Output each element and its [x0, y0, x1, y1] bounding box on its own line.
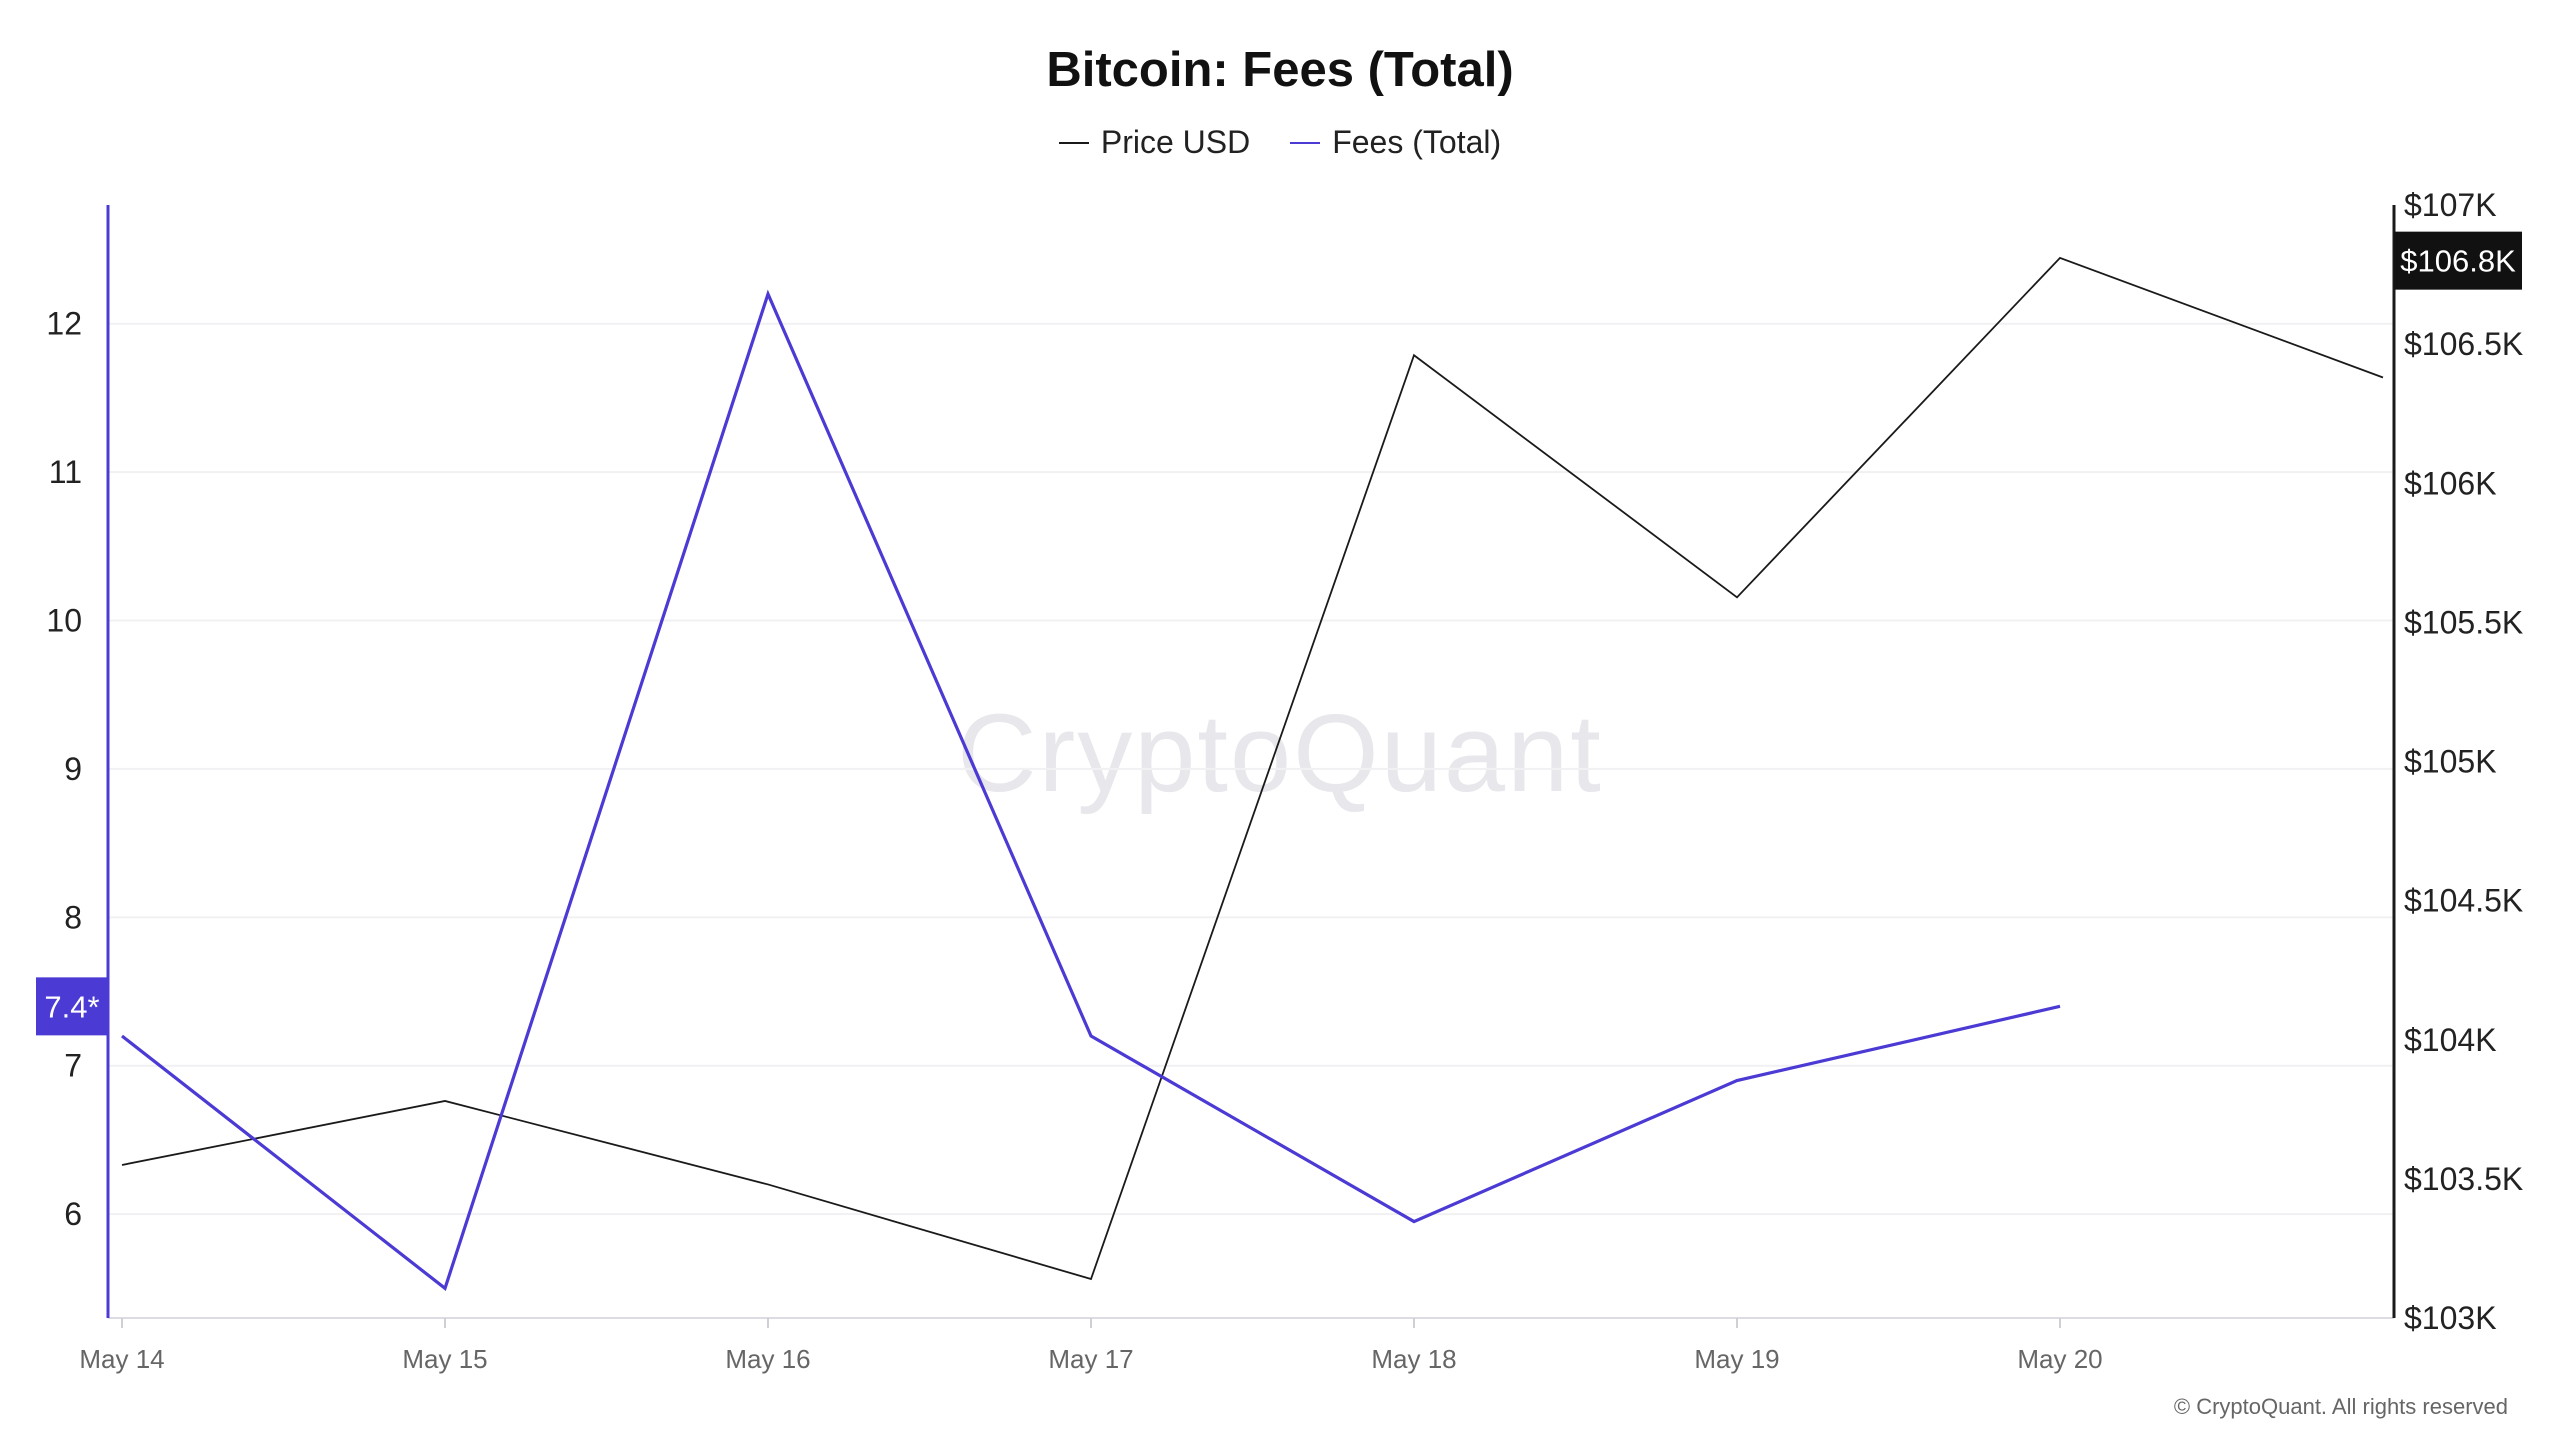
left-tick-label: 10 — [46, 603, 82, 639]
x-tick-label: May 18 — [1371, 1344, 1456, 1374]
chart-title: Bitcoin: Fees (Total) — [1046, 43, 1514, 97]
legend-label-price: Price USD — [1100, 124, 1251, 160]
x-tick-label: May 14 — [79, 1344, 164, 1374]
x-tick-label: May 16 — [725, 1344, 810, 1374]
right-tick-label: $107K — [2404, 187, 2497, 223]
price-current-value-label: $106.8K — [2400, 244, 2516, 279]
x-tick-label: May 19 — [1694, 1344, 1779, 1374]
right-tick-label: $103.5K — [2404, 1161, 2523, 1197]
right-tick-label: $105K — [2404, 744, 2497, 780]
tick-labels: May 14 May 15 May 16 May 17 May 18 May 19 May … — [36, 187, 2523, 1374]
right-tick-label: $106K — [2404, 465, 2497, 501]
left-tick-label: 11 — [49, 454, 82, 490]
x-tick-label: May 17 — [1048, 1344, 1133, 1374]
right-tick-label: $105.5K — [2404, 604, 2523, 640]
series-lines — [121, 256, 2384, 1291]
watermark: CryptoQuant — [957, 692, 1603, 815]
x-tick-label: May 20 — [2017, 1344, 2102, 1374]
grid-lines — [108, 322, 2394, 1216]
fees-current-value-badge — [36, 977, 108, 1036]
price-usd-line — [121, 256, 2384, 1281]
left-tick-label: 6 — [64, 1196, 82, 1232]
legend: Price USD Fees (Total) — [0, 124, 2560, 161]
right-tick-label: $104K — [2404, 1022, 2497, 1058]
fees-current-value-label: 7.4* — [44, 989, 99, 1024]
left-tick-label: 7 — [64, 1048, 82, 1084]
copyright-notice: © CryptoQuant. All rights reserved — [2173, 1394, 2508, 1419]
legend-swatch-fees — [1290, 141, 1321, 144]
legend-swatch-price — [1058, 141, 1089, 144]
right-tick-label: $104.5K — [2404, 883, 2523, 919]
right-tick-label: $106.5K — [2404, 326, 2523, 362]
left-tick-label: 9 — [64, 751, 82, 787]
left-tick-label: 8 — [64, 899, 82, 935]
right-tick-label: $103K — [2404, 1300, 2497, 1336]
left-tick-label: 12 — [46, 306, 82, 342]
legend-item-fees[interactable]: Fees (Total) — [1290, 124, 1501, 161]
legend-label-fees: Fees (Total) — [1332, 124, 1502, 160]
axes — [106, 205, 2396, 1328]
price-current-value-badge — [2394, 231, 2522, 290]
legend-item-price[interactable]: Price USD — [1058, 124, 1251, 161]
fees-total-line — [121, 289, 2061, 1291]
x-tick-label: May 15 — [402, 1344, 487, 1374]
